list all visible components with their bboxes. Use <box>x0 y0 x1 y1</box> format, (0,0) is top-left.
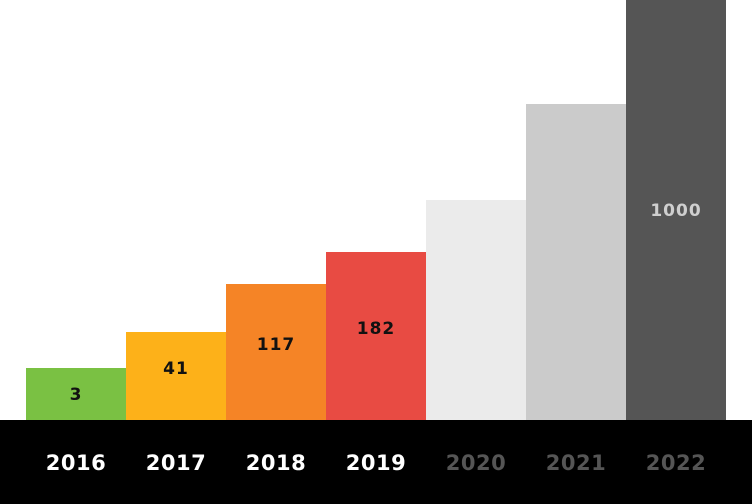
bar-2018 <box>226 284 326 420</box>
bar-2021 <box>526 104 626 420</box>
value-label-2016: 3 <box>70 385 83 405</box>
bar-2019 <box>326 252 426 420</box>
category-label-2019: 2019 <box>346 451 406 475</box>
value-label-2022: 1000 <box>650 201 701 221</box>
bar-2020 <box>426 200 526 420</box>
category-label-2016: 2016 <box>46 451 106 475</box>
category-label-2022: 2022 <box>646 451 706 475</box>
value-label-2017: 41 <box>163 359 189 379</box>
value-label-2018: 117 <box>257 335 296 355</box>
category-label-2018: 2018 <box>246 451 306 475</box>
category-label-2021: 2021 <box>546 451 606 475</box>
value-label-2019: 182 <box>357 319 396 339</box>
bar-2016 <box>26 368 126 420</box>
category-label-2020: 2020 <box>446 451 506 475</box>
bar-2017 <box>126 332 226 420</box>
category-label-2017: 2017 <box>146 451 206 475</box>
bar-2022 <box>626 0 726 420</box>
x-axis-band <box>0 420 752 504</box>
